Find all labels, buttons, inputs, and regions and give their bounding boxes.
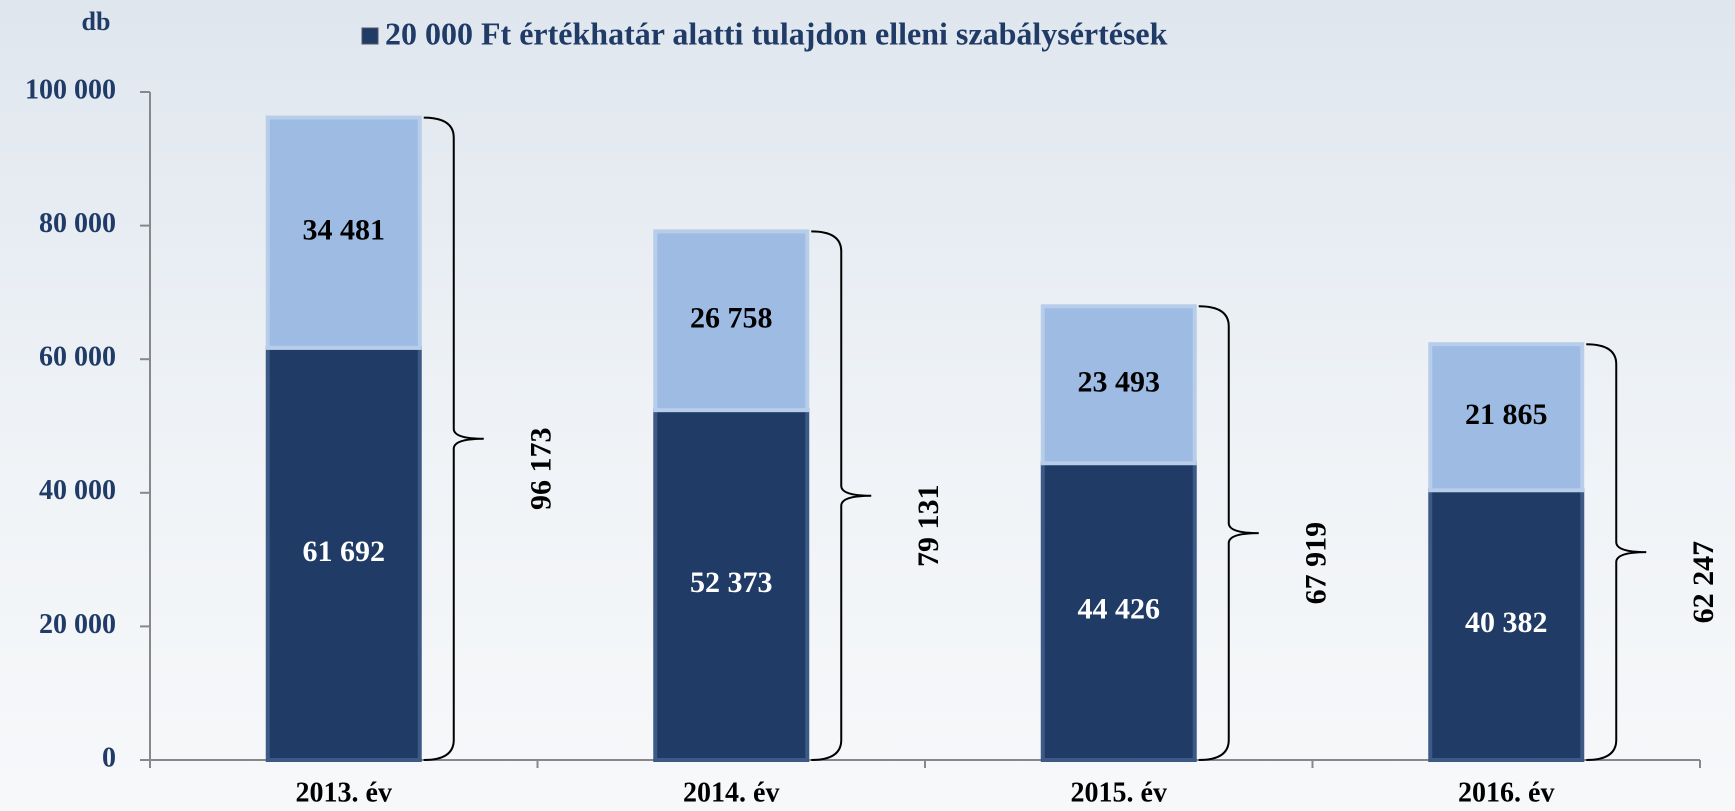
value-label: 52 373 [690, 566, 773, 599]
x-tick-label: 2016. év [1458, 777, 1554, 808]
legend-swatch [362, 28, 378, 44]
x-tick-label: 2014. év [683, 777, 779, 808]
y-axis-label: db [82, 7, 111, 36]
x-tick-label: 2015. év [1071, 777, 1167, 808]
value-label: 61 692 [303, 535, 386, 568]
y-tick-label: 20 000 [39, 609, 116, 640]
value-label: 21 865 [1465, 398, 1548, 431]
y-tick-label: 0 [102, 742, 116, 773]
y-tick-label: 80 000 [39, 208, 116, 239]
total-label: 67 919 [1300, 522, 1333, 605]
legend-label: 20 000 Ft értékhatár alatti tulajdon ell… [385, 15, 1168, 51]
y-tick-label: 100 000 [25, 74, 116, 105]
total-label: 96 173 [525, 428, 558, 511]
total-label: 79 131 [912, 484, 945, 567]
value-label: 40 382 [1465, 606, 1548, 639]
value-label: 26 758 [690, 302, 773, 335]
y-tick-label: 40 000 [39, 475, 116, 506]
value-label: 34 481 [303, 214, 386, 247]
x-tick-label: 2013. év [296, 777, 392, 808]
value-label: 44 426 [1078, 593, 1161, 626]
value-label: 23 493 [1078, 366, 1161, 399]
chart: db 0 20 000 40 000 60 000 80 000 100 000 20 00… [0, 0, 1735, 811]
total-label: 62 247 [1687, 541, 1720, 624]
y-tick-label: 60 000 [39, 342, 116, 373]
